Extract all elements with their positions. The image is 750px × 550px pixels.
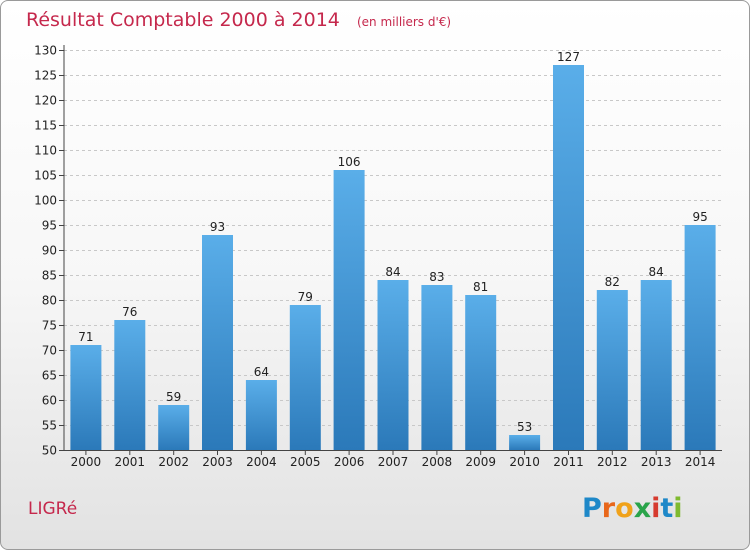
y-tick-label-130: 130 bbox=[34, 44, 57, 58]
data-label-2003: 93 bbox=[210, 220, 225, 234]
bar-2000 bbox=[70, 345, 102, 450]
x-tick-label-2003: 2003 bbox=[202, 455, 233, 469]
bar-2004 bbox=[245, 380, 277, 450]
bar-2007 bbox=[377, 280, 409, 450]
y-tick-label-115: 115 bbox=[34, 119, 57, 133]
bar-2013 bbox=[640, 280, 672, 450]
data-label-2010: 53 bbox=[517, 420, 532, 434]
x-tick-label-2011: 2011 bbox=[553, 455, 584, 469]
x-tick-label-2009: 2009 bbox=[465, 455, 496, 469]
bar-2008 bbox=[421, 285, 453, 450]
data-label-2006: 106 bbox=[338, 155, 361, 169]
bars: 71 76 59 93 64 79 106 84 83 81 53 127 82 84 95 bbox=[70, 50, 716, 450]
bar-2014 bbox=[684, 225, 716, 450]
y-axis-ticks: 50 55 60 65 70 75 80 85 90 95 100 105 110 115 120 125 13… bbox=[34, 44, 64, 458]
data-label-2012: 82 bbox=[605, 275, 620, 289]
x-tick-label-2014: 2014 bbox=[685, 455, 716, 469]
logo-letter: x bbox=[634, 493, 651, 524]
logo-letter: P bbox=[582, 493, 602, 524]
data-label-2009: 81 bbox=[473, 280, 488, 294]
y-tick-label-90: 90 bbox=[42, 244, 57, 258]
data-label-2005: 79 bbox=[298, 290, 313, 304]
logo-letter: i bbox=[651, 493, 660, 524]
data-label-2013: 84 bbox=[649, 265, 664, 279]
x-axis-ticks: 2000 2001 2002 2003 2004 2005 2006 2007 2008 2009… bbox=[71, 450, 716, 469]
chart-title: Résultat Comptable 2000 à 2014 (en milli… bbox=[26, 9, 451, 31]
chart-title-unit: (en milliers d'€) bbox=[357, 15, 451, 29]
y-tick-label-85: 85 bbox=[42, 269, 57, 283]
bar-2001 bbox=[114, 320, 146, 450]
y-tick-label-60: 60 bbox=[42, 394, 57, 408]
logo-letter: t bbox=[660, 493, 673, 524]
y-tick-label-110: 110 bbox=[34, 144, 57, 158]
y-tick-label-55: 55 bbox=[42, 419, 57, 433]
x-tick-label-2006: 2006 bbox=[334, 455, 365, 469]
proxiti-logo: Proxiti bbox=[582, 493, 683, 524]
bar-2009 bbox=[465, 295, 497, 450]
bar-2012 bbox=[596, 290, 628, 450]
y-tick-label-70: 70 bbox=[42, 344, 57, 358]
bar-2003 bbox=[202, 235, 233, 450]
y-tick-label-95: 95 bbox=[42, 219, 57, 233]
y-tick-label-105: 105 bbox=[34, 169, 57, 183]
logo-letter: r bbox=[602, 493, 616, 524]
x-tick-label-2008: 2008 bbox=[422, 455, 453, 469]
x-tick-label-2010: 2010 bbox=[509, 455, 540, 469]
data-label-2002: 59 bbox=[166, 390, 181, 404]
bar-2006 bbox=[333, 170, 365, 450]
y-tick-label-100: 100 bbox=[34, 194, 57, 208]
data-label-2008: 83 bbox=[429, 270, 444, 284]
x-tick-label-2007: 2007 bbox=[378, 455, 409, 469]
data-label-2001: 76 bbox=[122, 305, 137, 319]
x-tick-label-2004: 2004 bbox=[246, 455, 277, 469]
x-tick-label-2005: 2005 bbox=[290, 455, 321, 469]
logo-letter: i bbox=[673, 493, 682, 524]
y-tick-label-125: 125 bbox=[34, 69, 57, 83]
x-tick-label-2001: 2001 bbox=[115, 455, 146, 469]
x-tick-label-2013: 2013 bbox=[641, 455, 672, 469]
x-tick-label-2012: 2012 bbox=[597, 455, 628, 469]
y-tick-label-120: 120 bbox=[34, 94, 57, 108]
bar-2002 bbox=[158, 405, 190, 450]
chart-title-main: Résultat Comptable 2000 à 2014 bbox=[26, 9, 340, 31]
data-label-2004: 64 bbox=[254, 365, 269, 379]
bar-2010 bbox=[509, 435, 541, 450]
bar-2011 bbox=[553, 65, 584, 450]
y-tick-label-75: 75 bbox=[42, 319, 57, 333]
data-label-2000: 71 bbox=[78, 330, 93, 344]
y-tick-label-80: 80 bbox=[42, 294, 57, 308]
logo-letter: o bbox=[615, 493, 634, 524]
data-label-2007: 84 bbox=[385, 265, 400, 279]
x-tick-label-2000: 2000 bbox=[71, 455, 102, 469]
y-tick-label-65: 65 bbox=[42, 369, 57, 383]
place-name: LIGRé bbox=[28, 499, 77, 519]
data-label-2014: 95 bbox=[692, 210, 707, 224]
data-label-2011: 127 bbox=[557, 50, 580, 64]
x-tick-label-2002: 2002 bbox=[158, 455, 189, 469]
y-tick-label-50: 50 bbox=[42, 444, 57, 458]
bar-2005 bbox=[289, 305, 321, 450]
